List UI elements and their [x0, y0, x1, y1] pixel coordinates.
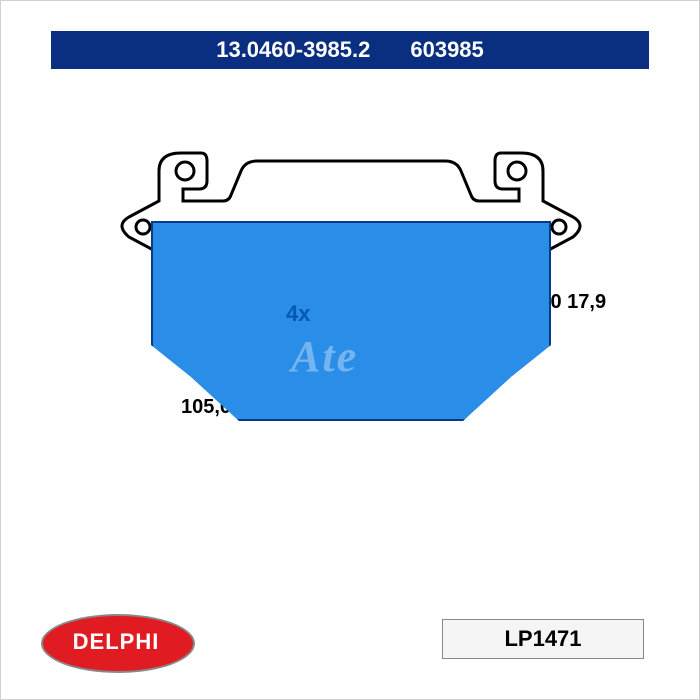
quantity-label: 4x: [286, 301, 310, 327]
brake-pad-shape: [151, 221, 551, 421]
header-part-1: 13.0460-3985.2: [216, 37, 370, 63]
brake-diagram: 4x Ate: [71, 101, 629, 519]
part-number-box: LP1471: [442, 619, 644, 659]
brand-name: DELPHI: [41, 614, 191, 669]
brand-badge: DELPHI: [41, 614, 191, 669]
header-part-2: 603985: [410, 37, 483, 63]
header-bar: 13.0460-3985.2 603985: [51, 31, 649, 69]
page-root: 13.0460-3985.2 603985 4x Ate 105,0 x 52,…: [0, 0, 700, 700]
